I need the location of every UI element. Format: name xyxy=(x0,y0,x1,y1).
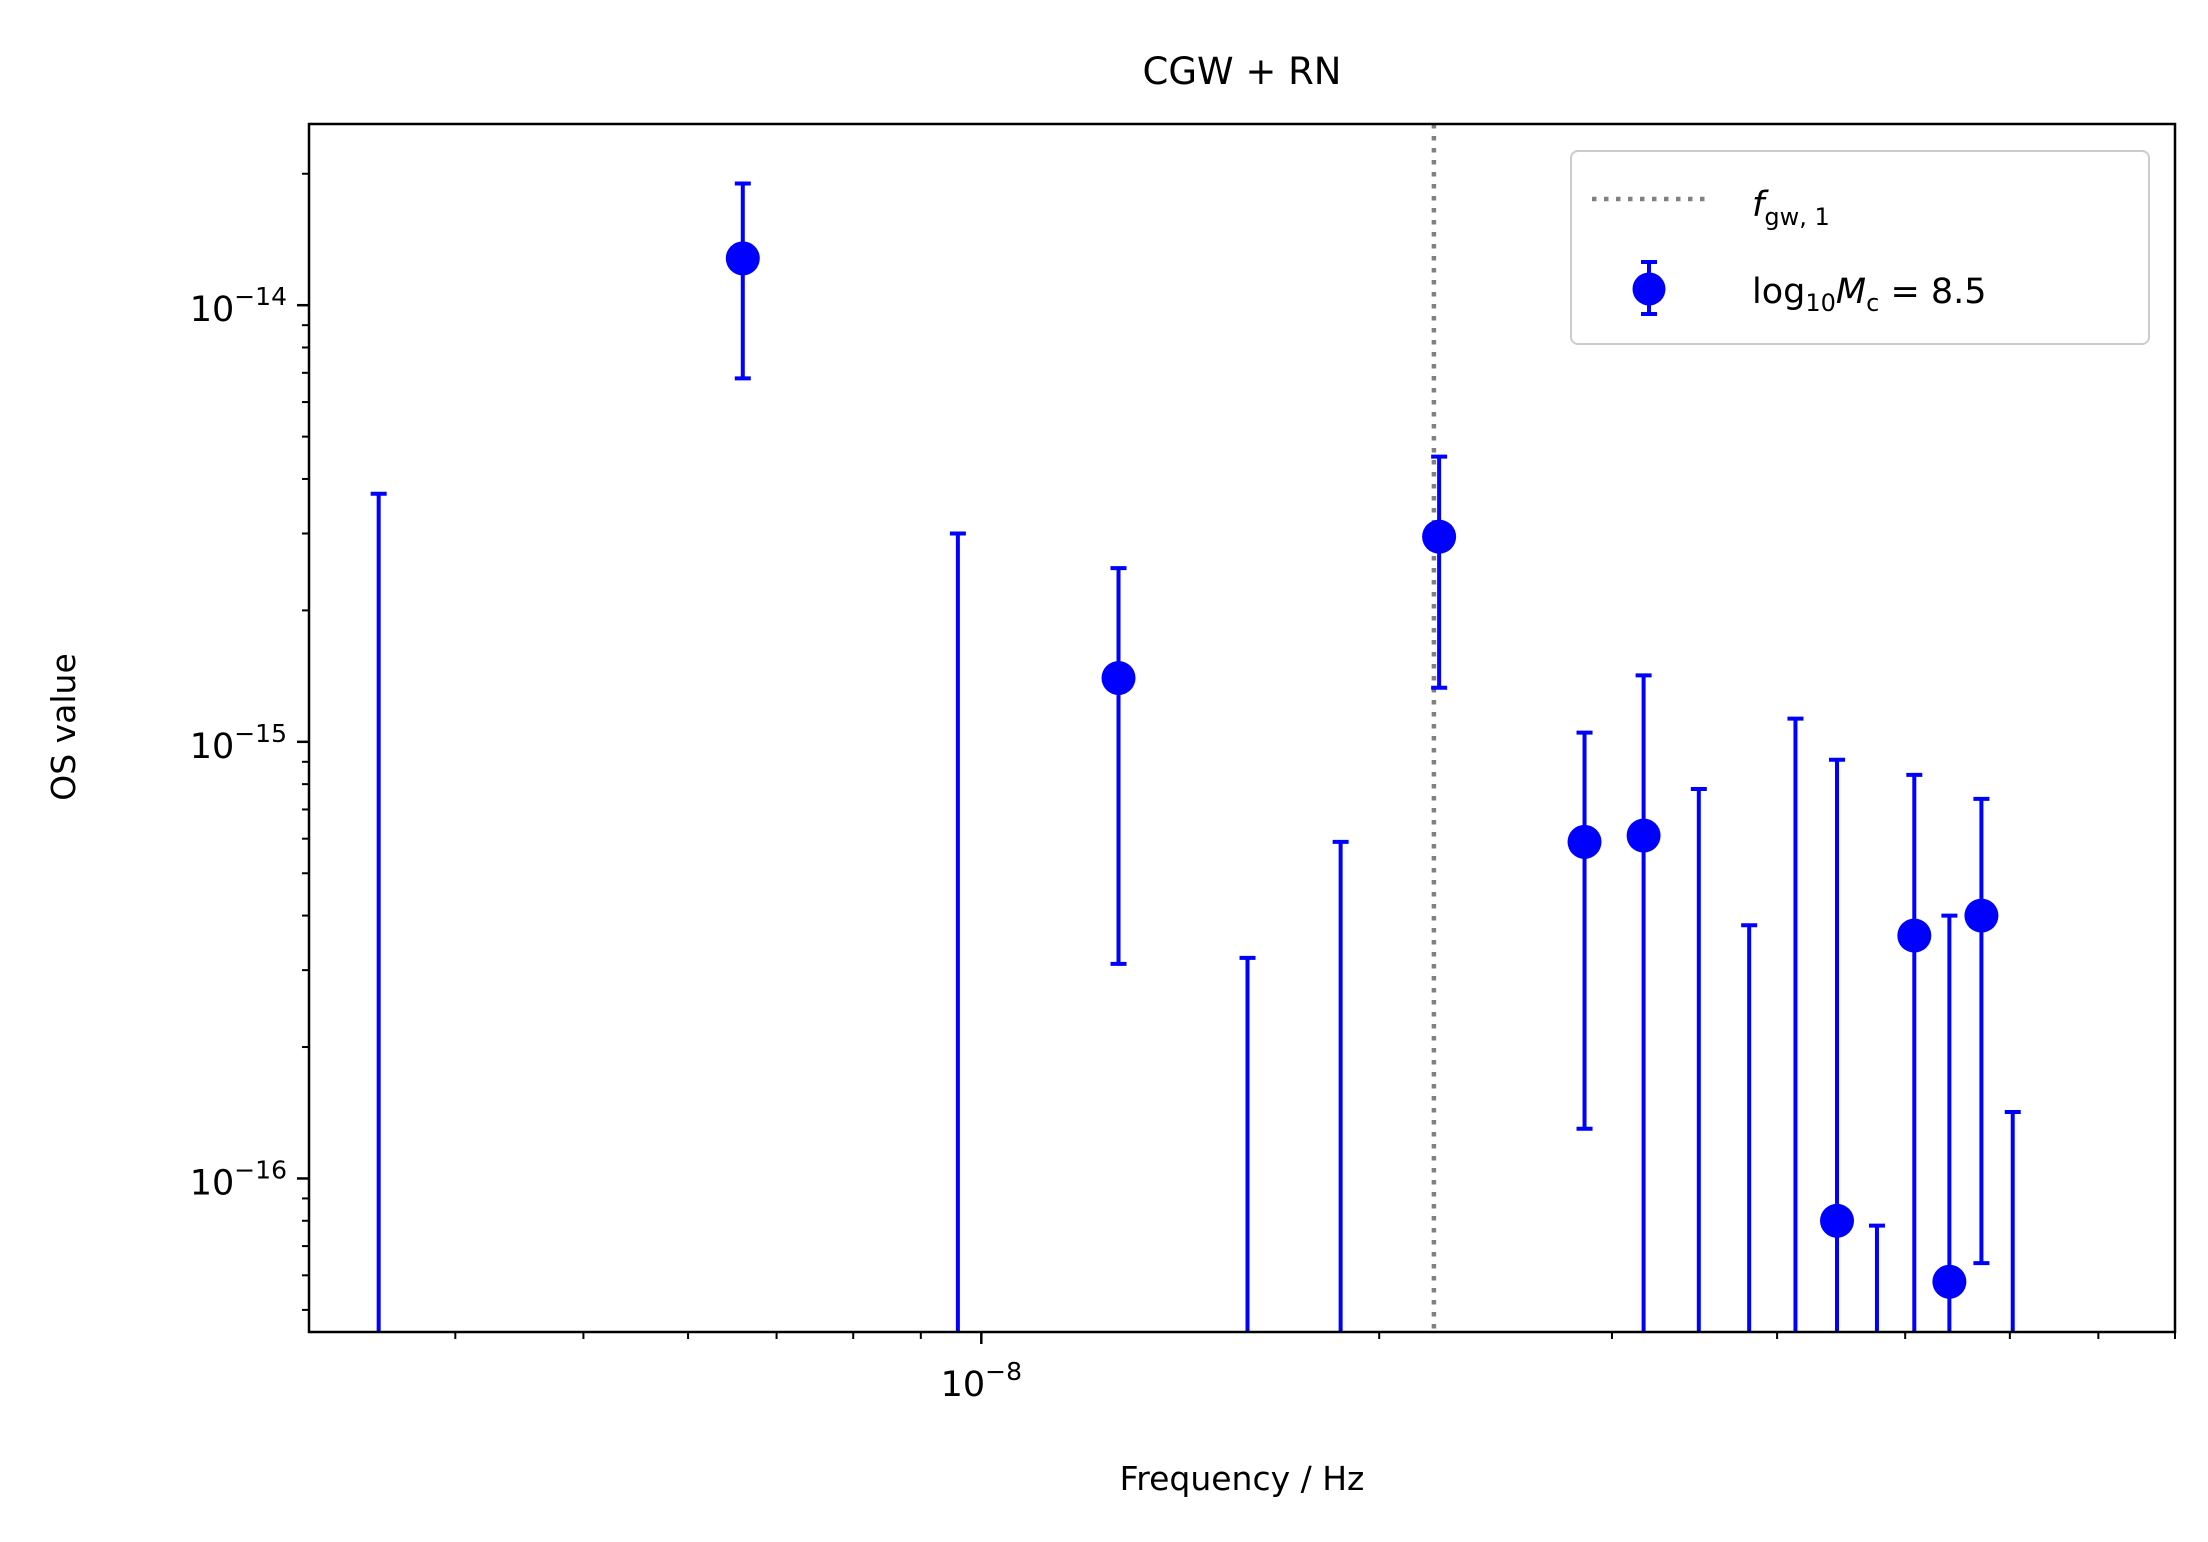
legend: fgw, 1 log10Mc = 8.5 xyxy=(1570,150,2150,345)
data-marker xyxy=(1626,818,1661,853)
data-marker xyxy=(1932,1264,1967,1299)
x-axis-label: Frequency / Hz xyxy=(1120,1459,1365,1498)
data-point xyxy=(1332,839,1349,1332)
x-tick-label: 10−8 xyxy=(941,1357,1022,1405)
y-axis-label: OS value xyxy=(44,653,83,801)
data-point xyxy=(1787,716,1804,1332)
data-marker xyxy=(1964,898,1999,933)
data-point xyxy=(1741,923,1758,1332)
data-point xyxy=(1932,913,1967,1332)
data-point xyxy=(1690,786,1707,1332)
legend-line-label: fgw, 1 xyxy=(1752,185,1830,231)
y-tick-label: 10−14 xyxy=(190,282,287,330)
data-point xyxy=(725,181,760,381)
data-point xyxy=(1567,730,1602,1131)
chart-title: CGW + RN xyxy=(1142,50,1341,93)
data-marker xyxy=(725,241,760,276)
data-marker xyxy=(1422,519,1457,554)
data-point xyxy=(1964,796,1999,1266)
legend-marker-swatch xyxy=(1632,260,1666,316)
y-tick-label: 10−16 xyxy=(190,1155,287,1203)
data-marker xyxy=(1820,1203,1855,1238)
data-point xyxy=(1820,757,1855,1332)
data-point xyxy=(1101,566,1136,966)
data-point xyxy=(949,531,966,1332)
data-point xyxy=(370,491,387,1332)
legend-series-label: log10Mc = 8.5 xyxy=(1752,272,1987,317)
data-point xyxy=(1422,454,1457,690)
data-point xyxy=(1868,1223,1885,1332)
axes: 10−16 10−15 10−14 10−8 xyxy=(190,172,2176,1405)
data-marker xyxy=(1897,918,1932,953)
data-point xyxy=(1897,772,1932,1332)
data-point xyxy=(1626,673,1661,1332)
data-marker xyxy=(1101,661,1136,696)
legend-box xyxy=(1570,150,2150,345)
y-tick-label: 10−15 xyxy=(190,719,287,767)
plot-area xyxy=(370,124,2021,1332)
data-point xyxy=(1239,955,1256,1332)
plot-frame xyxy=(307,122,2177,1334)
data-marker xyxy=(1567,824,1602,859)
data-point xyxy=(2004,1109,2021,1332)
